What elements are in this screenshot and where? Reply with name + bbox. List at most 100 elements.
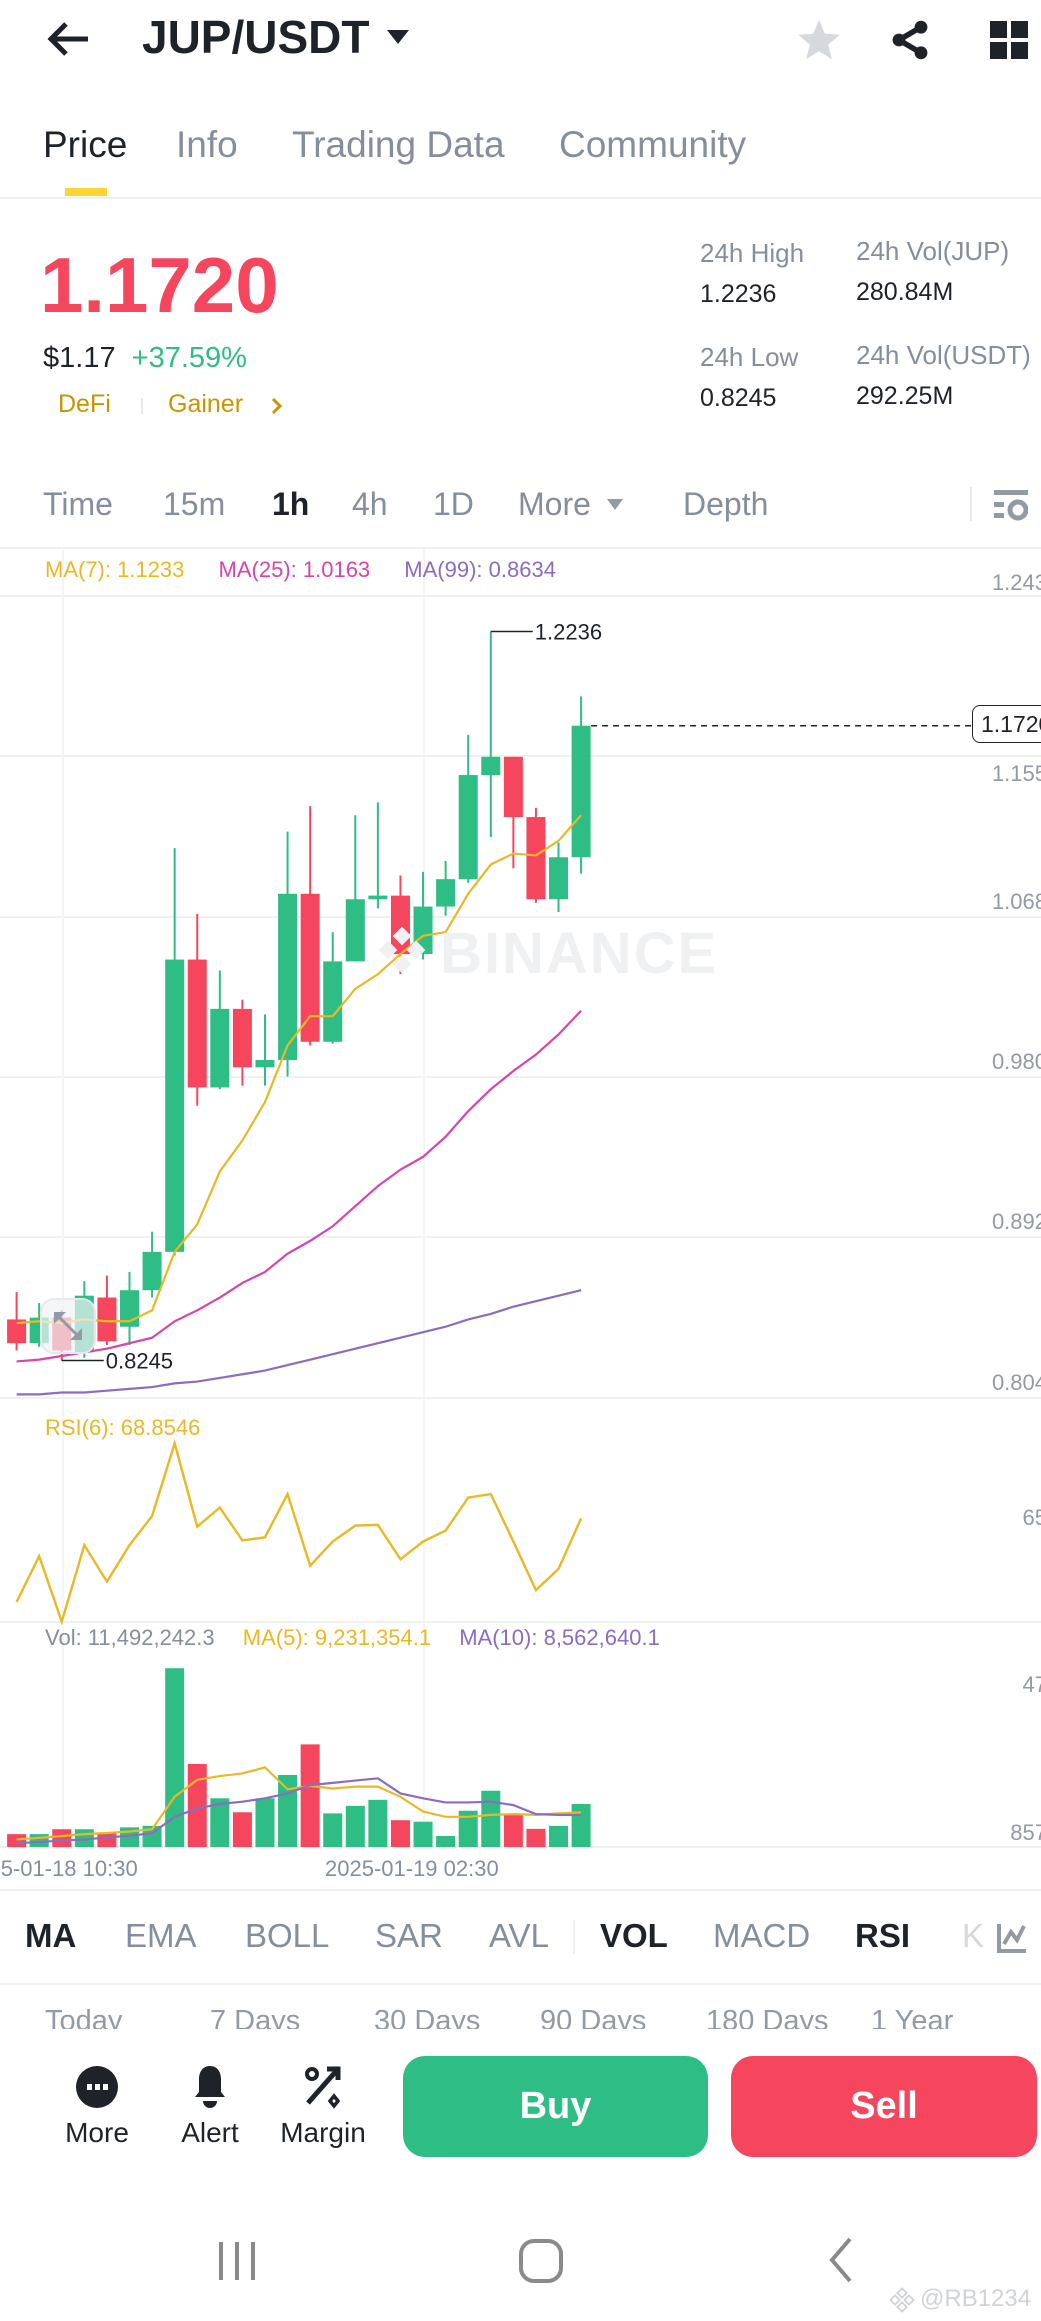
tag-divider (141, 398, 143, 414)
price-axis-label: 0.804 (991, 1370, 1041, 1395)
time-label: 2025-01-19 02:30 (325, 1856, 499, 1881)
vol-legend: Vol: 11,492,242.3 MA(5): 9,231,354.1 MA(… (45, 1625, 660, 1651)
tab-community[interactable]: Community (559, 124, 747, 165)
indicator-boll[interactable]: BOLL (245, 1917, 330, 1954)
caret-down-icon (387, 30, 410, 44)
candle-body (413, 906, 433, 955)
home-icon[interactable] (518, 2238, 564, 2284)
tab-price[interactable]: Price (43, 124, 128, 165)
volume-bar (278, 1774, 298, 1847)
period-180-days[interactable]: 180 Days (706, 2005, 829, 2029)
volume-bar (458, 1810, 478, 1847)
usd-price-row: $1.17 +37.59% (43, 342, 247, 375)
timeframe-time[interactable]: Time (43, 486, 113, 522)
ma25-legend: MA(25): 1.0163 (218, 557, 371, 582)
alert-button[interactable]: Alert (155, 2065, 265, 2155)
ma99-line (16, 1289, 582, 1396)
indicator-rsi[interactable]: RSI (855, 1917, 911, 1954)
indicator-avl[interactable]: AVL (489, 1917, 549, 1954)
high-label: 24h High (700, 238, 805, 268)
vol-value: Vol: 11,492,242.3 (45, 1625, 215, 1650)
star-icon[interactable] (796, 17, 842, 63)
recent-apps-icon[interactable] (215, 2238, 259, 2284)
candle-body (458, 775, 478, 880)
margin-button[interactable]: Margin (268, 2065, 378, 2155)
last-price-tag: 1.1720 (972, 705, 1041, 743)
volume-bar (52, 1829, 72, 1847)
volume-axis-label: 857 (1010, 1820, 1041, 1845)
ma99-legend: MA(99): 0.8634 (404, 557, 556, 582)
price-axis-label: 1.155 (991, 761, 1041, 786)
candle-body (232, 1008, 252, 1068)
candle-body (187, 959, 207, 1088)
divider (0, 1889, 1041, 1891)
volume-bar (97, 1833, 117, 1847)
watermark-logo-icon (889, 2287, 915, 2313)
timeframe-more[interactable]: More (518, 486, 591, 522)
indicator-vol[interactable]: VOL (600, 1917, 668, 1954)
binance-logo-watermark (378, 926, 426, 974)
tab-info[interactable]: Info (176, 124, 238, 165)
indicator-ma[interactable]: MA (25, 1917, 77, 1954)
grid-layout-icon[interactable] (990, 21, 1028, 59)
period-7-days[interactable]: 7 Days (210, 2005, 301, 2029)
volume-bar (526, 1828, 546, 1847)
indicator-macd[interactable]: MACD (713, 1917, 811, 1954)
buy-button[interactable]: Buy (403, 2056, 708, 2157)
divider (970, 487, 972, 521)
rsi-legend: RSI(6): 68.8546 (45, 1415, 201, 1440)
low-label: 24h Low (700, 342, 799, 372)
timeframe-4h[interactable]: 4h (352, 486, 388, 522)
candle-body (323, 961, 343, 1042)
timeframe-15m[interactable]: 15m (163, 486, 226, 522)
period-today[interactable]: Today (45, 2005, 123, 2029)
low-marker-label: 0.8245 (106, 1349, 173, 1374)
divider (573, 1920, 575, 1954)
volume-bar (210, 1798, 230, 1847)
indicator-sar[interactable]: SAR (375, 1917, 443, 1954)
more-dots-icon (76, 2066, 118, 2108)
share-icon[interactable] (888, 17, 932, 63)
candle-body (549, 857, 569, 900)
rsi-axis-label: 65 (1022, 1505, 1041, 1530)
tag-gainer[interactable]: Gainer (168, 390, 244, 418)
indicator-kdj[interactable]: K (962, 1917, 985, 1954)
candle-body (526, 817, 546, 900)
volume-bar (368, 1799, 388, 1847)
candle-body (368, 895, 388, 900)
candle-body (571, 725, 591, 858)
price-change: +37.59% (131, 342, 247, 374)
timeframe-1h[interactable]: 1h (272, 486, 310, 522)
tag-defi[interactable]: DeFi (58, 390, 111, 418)
tab-trading-data[interactable]: Trading Data (292, 124, 505, 165)
candle-body (481, 756, 501, 776)
volume-bar (503, 1814, 523, 1847)
chevron-right-icon[interactable] (270, 396, 284, 416)
expand-chart-button[interactable] (40, 1298, 96, 1354)
price-axis-label: 0.980 (991, 1049, 1041, 1074)
volume-bar (390, 1820, 410, 1847)
timeframe-depth[interactable]: Depth (683, 486, 769, 522)
indicator-settings-icon[interactable] (996, 1922, 1028, 1954)
back-button[interactable] (44, 14, 94, 64)
ma7-line (16, 814, 582, 1325)
period-30-days[interactable]: 30 Days (374, 2005, 481, 2029)
indicator-ema[interactable]: EMA (125, 1917, 197, 1954)
period-90-days[interactable]: 90 Days (540, 2005, 647, 2029)
sell-button[interactable]: Sell (731, 2056, 1037, 2157)
volume-bar (165, 1668, 185, 1847)
time-label: 2025-01-18 10:30 (0, 1856, 138, 1881)
footer-watermark: @RB1234 (920, 2285, 1032, 2312)
pair-selector[interactable]: JUP/USDT (142, 10, 411, 64)
timeframe-1d[interactable]: 1D (433, 486, 474, 522)
rsi-line (15, 1439, 583, 1626)
last-price-tag-text: 1.1720 (981, 711, 1041, 737)
vol-ma5-legend: MA(5): 9,231,354.1 (242, 1625, 432, 1650)
period-1-year[interactable]: 1 Year (871, 2005, 954, 2029)
back-nav-icon[interactable] (826, 2236, 856, 2284)
candle-body (255, 1060, 275, 1068)
more-button[interactable]: More (42, 2065, 152, 2155)
candle-body (278, 893, 298, 1061)
chart-settings-icon[interactable] (994, 488, 1028, 522)
